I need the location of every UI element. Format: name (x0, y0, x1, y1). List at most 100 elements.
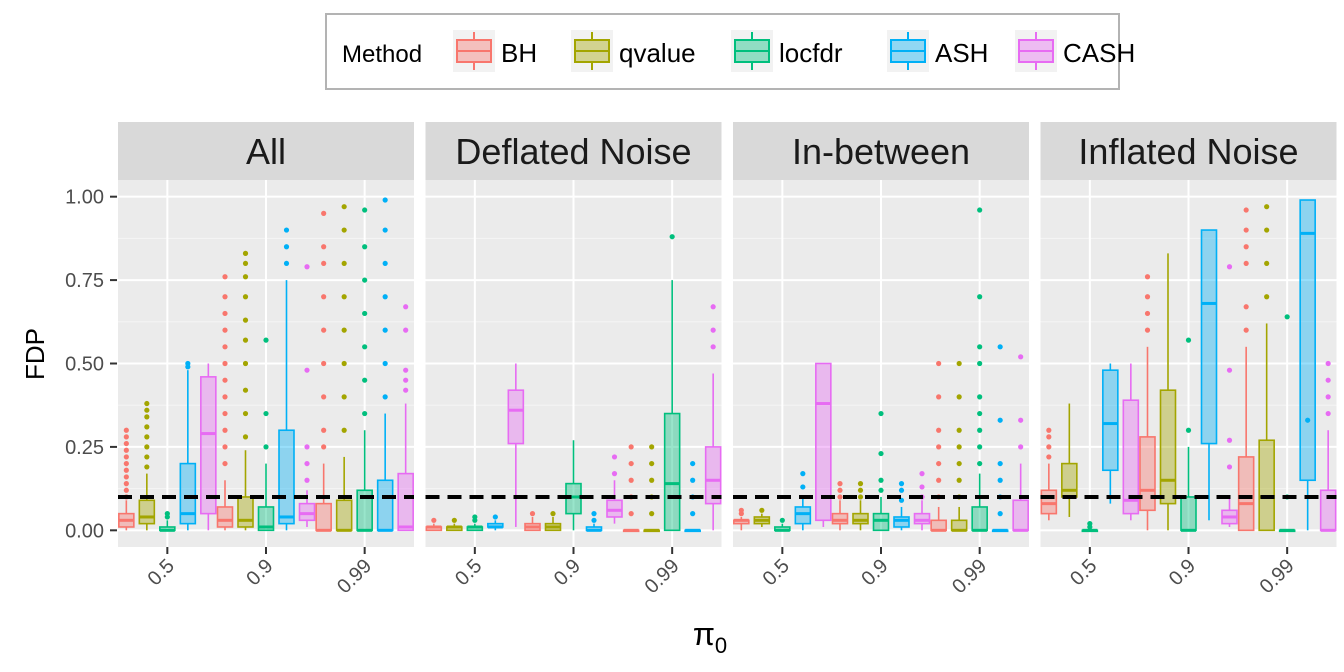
outlier-point (144, 454, 150, 460)
outlier-point (997, 344, 1003, 350)
outlier-point (263, 410, 269, 417)
box-qvalue (753, 507, 771, 527)
outlier-point (222, 360, 228, 367)
iqr-box (257, 506, 275, 532)
iqr-box (1012, 499, 1029, 532)
outlier-point (550, 511, 556, 517)
box-bh (1237, 207, 1255, 532)
legend-label-qvalue: qvalue (619, 38, 696, 68)
outlier-point (956, 427, 962, 433)
outlier-point (997, 477, 1003, 483)
outlier-point (1144, 274, 1151, 280)
outlier-point (123, 440, 129, 447)
outlier-point (304, 477, 310, 483)
outlier-point (382, 197, 388, 203)
outlier-point (341, 227, 347, 233)
outlier-point (144, 464, 150, 470)
box-cash (1221, 264, 1238, 527)
outlier-point (1018, 444, 1024, 450)
outlier-point (628, 477, 634, 483)
outlier-point (1243, 304, 1249, 310)
outlier-point (977, 360, 983, 367)
outlier-point (977, 427, 983, 433)
outlier-point (362, 244, 368, 250)
box-locfdr (159, 511, 176, 532)
iqr-box (606, 499, 623, 518)
iqr-box (1180, 496, 1197, 532)
box-qvalue (1159, 253, 1177, 531)
legend-label-cash: CASH (1063, 38, 1135, 68)
outlier-point (1226, 264, 1233, 270)
box-bh (118, 427, 135, 531)
outlier-point (403, 304, 409, 310)
iqr-box (1200, 229, 1218, 445)
legend-label-bh: BH (501, 38, 537, 68)
outlier-point (304, 444, 310, 450)
box-qvalue (335, 204, 353, 532)
facet-strip (733, 122, 1029, 180)
iqr-box (1159, 389, 1177, 505)
iqr-box (852, 512, 869, 525)
outlier-point (222, 444, 228, 450)
outlier-point (649, 460, 655, 467)
outlier-point (710, 344, 716, 350)
outlier-point (321, 394, 327, 400)
outlier-point (997, 511, 1003, 517)
y-axis-ticks: 0.00 0.25 0.50 0.75 1.00 (65, 187, 117, 542)
outlier-point (242, 337, 249, 343)
outlier-point (898, 481, 905, 487)
iqr-box (397, 472, 414, 532)
outlier-point (1305, 417, 1311, 423)
outlier-point (1264, 227, 1270, 233)
iqr-box (200, 376, 217, 515)
box-bh (216, 274, 234, 531)
iqr-box (913, 512, 931, 525)
iqr-box (278, 429, 295, 525)
outlier-point (403, 377, 409, 383)
outlier-point (222, 410, 228, 417)
outlier-point (321, 294, 327, 300)
outlier-point (779, 517, 785, 523)
outlier-point (1226, 437, 1233, 443)
outlier-point (936, 394, 942, 400)
iqr-box (237, 496, 254, 528)
outlier-point (242, 250, 249, 256)
outlier-point (123, 427, 129, 433)
outlier-point (898, 497, 905, 503)
outlier-point (123, 460, 129, 467)
outlier-point (591, 517, 597, 523)
y-tick-label: 0.00 (65, 520, 104, 542)
outlier-point (738, 507, 744, 513)
box-qvalue (237, 250, 254, 531)
outlier-point (649, 511, 655, 517)
outlier-point (263, 337, 269, 343)
outlier-point (283, 260, 290, 267)
outlier-point (304, 264, 310, 270)
outlier-point (321, 244, 327, 250)
outlier-point (382, 327, 388, 333)
outlier-point (1243, 327, 1249, 333)
outlier-point (403, 327, 409, 333)
outlier-point (977, 460, 983, 467)
iqr-box (1237, 456, 1255, 532)
outlier-point (1325, 394, 1331, 400)
outlier-point (977, 344, 983, 350)
outlier-point (242, 274, 249, 280)
box-ash (1200, 229, 1218, 521)
outlier-point (382, 227, 388, 233)
outlier-point (878, 450, 884, 457)
outlier-point (1144, 327, 1151, 333)
box-bh (524, 511, 541, 532)
outlier-point (144, 434, 150, 440)
outlier-point (222, 344, 228, 350)
outlier-point (1264, 294, 1270, 300)
outlier-point (1046, 444, 1052, 450)
outlier-point (1284, 314, 1290, 320)
outlier-point (956, 394, 962, 400)
box-locfdr (774, 517, 791, 532)
outlier-point (1226, 367, 1233, 373)
outlier-point (956, 477, 962, 483)
outlier-point (977, 394, 983, 400)
outlier-point (759, 507, 765, 513)
